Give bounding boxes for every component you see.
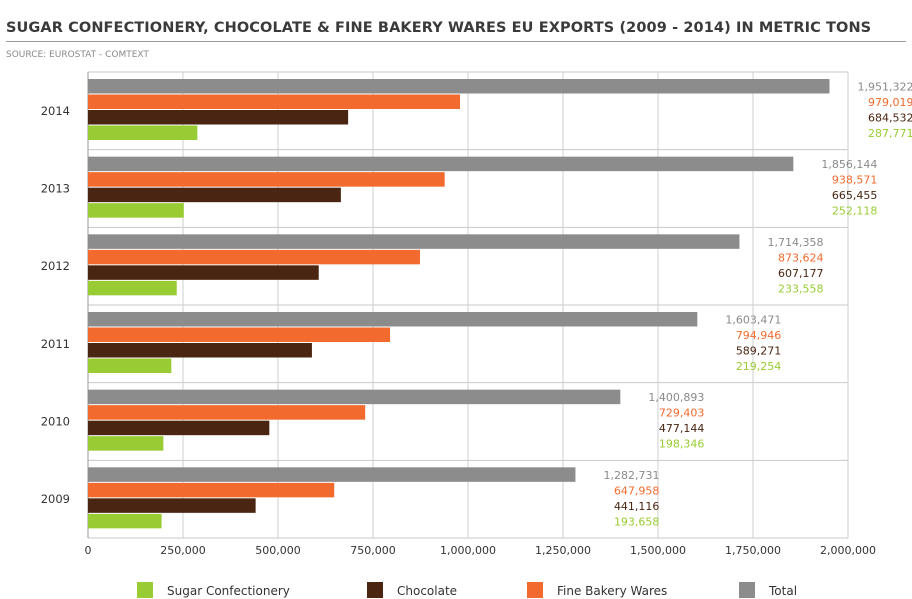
title-divider xyxy=(6,41,906,42)
data-label: 873,624 xyxy=(778,251,824,264)
data-label: 589,271 xyxy=(736,345,782,358)
bar-sugar-confectionery xyxy=(88,203,184,218)
bar-sugar-confectionery xyxy=(88,125,198,140)
bar-fine-bakery-wares xyxy=(88,405,366,420)
legend-swatch xyxy=(527,582,543,598)
data-label: 665,455 xyxy=(832,189,878,202)
bar-chocolate xyxy=(88,110,349,125)
legend-label: Total xyxy=(768,584,797,598)
data-label: 607,177 xyxy=(778,267,824,280)
bar-total xyxy=(88,156,794,172)
category-label: 2011 xyxy=(41,337,70,351)
data-label: 1,856,144 xyxy=(821,158,877,171)
data-label: 1,400,893 xyxy=(648,391,704,404)
category-label: 2014 xyxy=(41,104,70,118)
data-label: 287,771 xyxy=(868,127,912,140)
data-label: 1,282,731 xyxy=(603,469,659,482)
bar-total xyxy=(88,79,830,94)
bar-total xyxy=(88,467,576,482)
bar-total xyxy=(88,234,740,249)
x-tick-label: 1,500,000 xyxy=(630,544,686,557)
bar-fine-bakery-wares xyxy=(88,482,335,498)
legend-swatch xyxy=(137,582,153,598)
bar-fine-bakery-wares xyxy=(88,249,420,265)
bar-chocolate xyxy=(88,343,312,358)
chart-title: SUGAR CONFECTIONERY, CHOCOLATE & FINE BA… xyxy=(6,20,872,36)
bar-chocolate xyxy=(88,420,270,436)
bar-sugar-confectionery xyxy=(88,358,172,373)
data-label: 219,254 xyxy=(736,360,782,373)
bar-sugar-confectionery xyxy=(88,513,162,529)
data-label: 979,019 xyxy=(868,96,912,109)
data-label: 684,532 xyxy=(868,112,912,125)
x-tick-label: 1,000,000 xyxy=(440,544,496,557)
bar-chocolate xyxy=(88,187,341,203)
bar-total xyxy=(88,389,621,405)
bar-fine-bakery-wares xyxy=(88,94,461,109)
data-label: 477,144 xyxy=(659,422,705,435)
category-label: 2013 xyxy=(41,182,70,196)
category-label: 2012 xyxy=(41,259,70,273)
category-label: 2010 xyxy=(41,415,70,429)
data-label: 647,958 xyxy=(614,484,660,497)
legend-label: Chocolate xyxy=(397,584,457,598)
data-label: 193,658 xyxy=(614,515,660,528)
bar-sugar-confectionery xyxy=(88,436,164,451)
bar-sugar-confectionery xyxy=(88,280,177,296)
bar-chocolate xyxy=(88,265,319,280)
legend-swatch xyxy=(739,582,755,598)
data-label: 1,951,322 xyxy=(858,81,912,94)
data-label: 252,118 xyxy=(832,205,878,218)
x-tick-label: 1,750,000 xyxy=(725,544,781,557)
legend-label: Fine Bakery Wares xyxy=(557,584,667,598)
legend-label: Sugar Confectionery xyxy=(167,584,290,598)
data-label: 198,346 xyxy=(659,438,705,451)
x-tick-label: 0 xyxy=(85,544,92,557)
legend-swatch xyxy=(367,582,383,598)
data-label: 1,603,471 xyxy=(725,314,781,327)
category-label: 2009 xyxy=(41,492,70,506)
bar-fine-bakery-wares xyxy=(88,327,391,342)
bar-chocolate xyxy=(88,498,256,513)
x-tick-label: 750,000 xyxy=(350,544,396,557)
x-tick-label: 1,250,000 xyxy=(535,544,591,557)
x-tick-label: 2,000,000 xyxy=(820,544,876,557)
x-tick-label: 500,000 xyxy=(255,544,301,557)
bar-fine-bakery-wares xyxy=(88,172,445,187)
data-label: 1,714,358 xyxy=(767,236,823,249)
bar-total xyxy=(88,312,698,327)
x-tick-label: 250,000 xyxy=(160,544,206,557)
data-label: 729,403 xyxy=(659,407,705,420)
chart-source: SOURCE: EUROSTAT - COMTEXT xyxy=(6,50,149,60)
data-label: 794,946 xyxy=(736,329,782,342)
data-label: 938,571 xyxy=(832,174,878,187)
data-label: 441,116 xyxy=(614,500,660,513)
data-label: 233,558 xyxy=(778,282,824,295)
